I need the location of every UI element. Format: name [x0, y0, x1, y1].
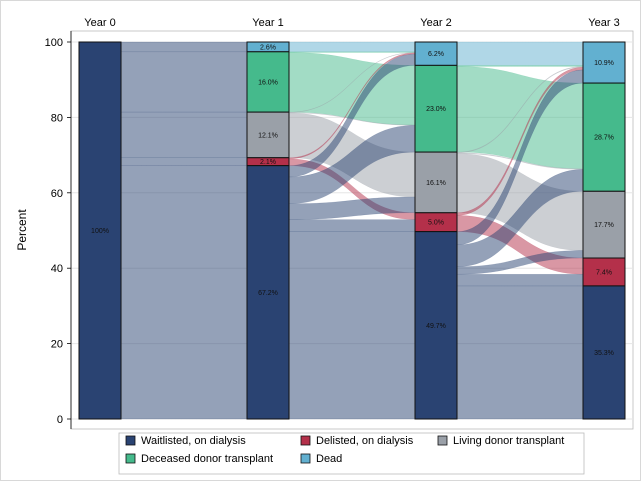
bar-segment-deceased [582, 82, 626, 192]
bar-segment-delisted [582, 257, 626, 287]
y-tick-label: 100 [45, 37, 63, 49]
legend-item-dead: Dead [300, 453, 342, 465]
x-category-label: Year 0 [84, 17, 115, 29]
bar-segment-deceased [246, 51, 290, 113]
legend-item-delisted: Delisted, on dialysis [300, 435, 414, 447]
y-tick-label: 80 [51, 112, 63, 124]
bar-segment-waitlist [246, 165, 290, 420]
flow-waitlist-to-waitlist [120, 165, 248, 420]
flow-waitlist-to-delisted [120, 157, 248, 166]
flow-dead-to-dead [288, 41, 416, 53]
legend-swatch [437, 435, 448, 446]
bar-label: 16.0% [258, 79, 278, 86]
legend-label: Waitlisted, on dialysis [141, 435, 246, 447]
bar-segment-living [414, 151, 458, 214]
y-tick-label: 0 [57, 414, 63, 426]
flow-waitlist-to-living [120, 111, 248, 158]
bar-segment-deceased [414, 64, 458, 153]
y-tick-label: 20 [51, 339, 63, 351]
y-axis-label: Percent [15, 209, 29, 251]
bar-segment-living [582, 190, 626, 259]
bar-label: 23.0% [426, 106, 446, 113]
legend-label: Deceased donor transplant [141, 453, 273, 465]
flow-waitlist-to-deceased [120, 51, 248, 113]
bar-label: 100% [91, 228, 109, 235]
bar-segment-waitlist [582, 285, 626, 420]
legend-item-waitlist: Waitlisted, on dialysis [125, 435, 246, 447]
bar-segment-dead [582, 41, 626, 84]
flow-deceased-to-dead [288, 51, 416, 53]
bar-label: 35.3% [594, 350, 614, 357]
flow-waitlist-to-delisted [456, 274, 584, 287]
bar-label: 16.1% [426, 180, 446, 187]
y-tick-label: 60 [51, 188, 63, 200]
x-category-label: Year 3 [588, 17, 619, 29]
bar-segment-waitlist [414, 231, 458, 420]
legend-label: Dead [316, 453, 342, 465]
flow-deceased-to-dead [456, 65, 584, 67]
flow-waitlist-to-waitlist [288, 231, 416, 420]
bar-label: 28.7% [594, 135, 614, 142]
bar-label: 12.1% [258, 132, 278, 139]
legend-swatch [300, 435, 311, 446]
bar-label: 7.4% [596, 269, 612, 276]
legend-swatch [125, 435, 136, 446]
bar-label: 5.0% [428, 220, 444, 227]
legend-label: Living donor transplant [453, 435, 564, 447]
legend-swatch [125, 453, 136, 464]
legend-item-living: Living donor transplant [437, 435, 564, 447]
legend-swatch [300, 453, 311, 464]
flow-waitlist-to-waitlist [456, 285, 584, 420]
bar-label: 67.2% [258, 290, 278, 297]
bar-label: 6.2% [428, 51, 444, 58]
flow-waitlist-to-dead [120, 41, 248, 53]
x-category-label: Year 2 [420, 17, 451, 29]
flow-dead-to-dead [456, 41, 584, 66]
bar-segment-waitlist [78, 41, 122, 420]
legend-item-deceased: Deceased donor transplant [125, 453, 273, 465]
bar-label: 17.7% [594, 222, 614, 229]
bar-label: 49.7% [426, 323, 446, 330]
flow-waitlist-to-delisted [288, 219, 416, 232]
bar-label: 10.9% [594, 60, 614, 67]
bar-label: 2.6% [260, 44, 276, 51]
legend: Waitlisted, on dialysis Delisted, on dial… [118, 432, 585, 475]
y-tick-label: 40 [51, 263, 63, 275]
bar-label: 2.1% [260, 159, 276, 166]
x-category-label: Year 1 [252, 17, 283, 29]
legend-label: Delisted, on dialysis [316, 435, 414, 447]
